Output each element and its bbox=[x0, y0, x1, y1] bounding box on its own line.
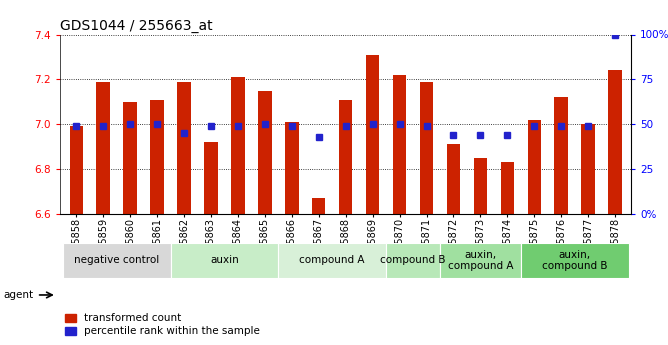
Bar bbox=[521, 243, 629, 278]
Bar bbox=[231, 77, 244, 214]
Bar bbox=[581, 124, 595, 214]
Legend: transformed count, percentile rank within the sample: transformed count, percentile rank withi… bbox=[65, 313, 260, 336]
Bar bbox=[170, 243, 279, 278]
Bar bbox=[63, 243, 170, 278]
Text: auxin,
compound A: auxin, compound A bbox=[448, 250, 513, 271]
Text: agent: agent bbox=[3, 290, 33, 300]
Bar bbox=[285, 122, 299, 214]
Bar bbox=[420, 82, 434, 214]
Bar bbox=[393, 75, 406, 214]
Bar bbox=[124, 102, 137, 214]
Text: GDS1044 / 255663_at: GDS1044 / 255663_at bbox=[60, 19, 212, 33]
Bar bbox=[500, 162, 514, 214]
Bar bbox=[312, 198, 325, 214]
Text: auxin,
compound B: auxin, compound B bbox=[542, 250, 607, 271]
Bar bbox=[177, 82, 191, 214]
Bar bbox=[150, 100, 164, 214]
Bar bbox=[279, 243, 386, 278]
Bar bbox=[447, 145, 460, 214]
Bar bbox=[528, 120, 541, 214]
Bar bbox=[366, 55, 379, 214]
Bar bbox=[339, 100, 353, 214]
Bar bbox=[609, 70, 622, 214]
Bar bbox=[474, 158, 487, 214]
Bar bbox=[554, 97, 568, 214]
Bar bbox=[69, 127, 83, 214]
Bar bbox=[204, 142, 218, 214]
Text: negative control: negative control bbox=[74, 256, 160, 265]
Text: compound B: compound B bbox=[380, 256, 446, 265]
Text: compound A: compound A bbox=[299, 256, 365, 265]
Bar bbox=[96, 82, 110, 214]
Text: auxin: auxin bbox=[210, 256, 239, 265]
Bar bbox=[386, 243, 440, 278]
Bar bbox=[258, 91, 272, 214]
Bar bbox=[440, 243, 521, 278]
